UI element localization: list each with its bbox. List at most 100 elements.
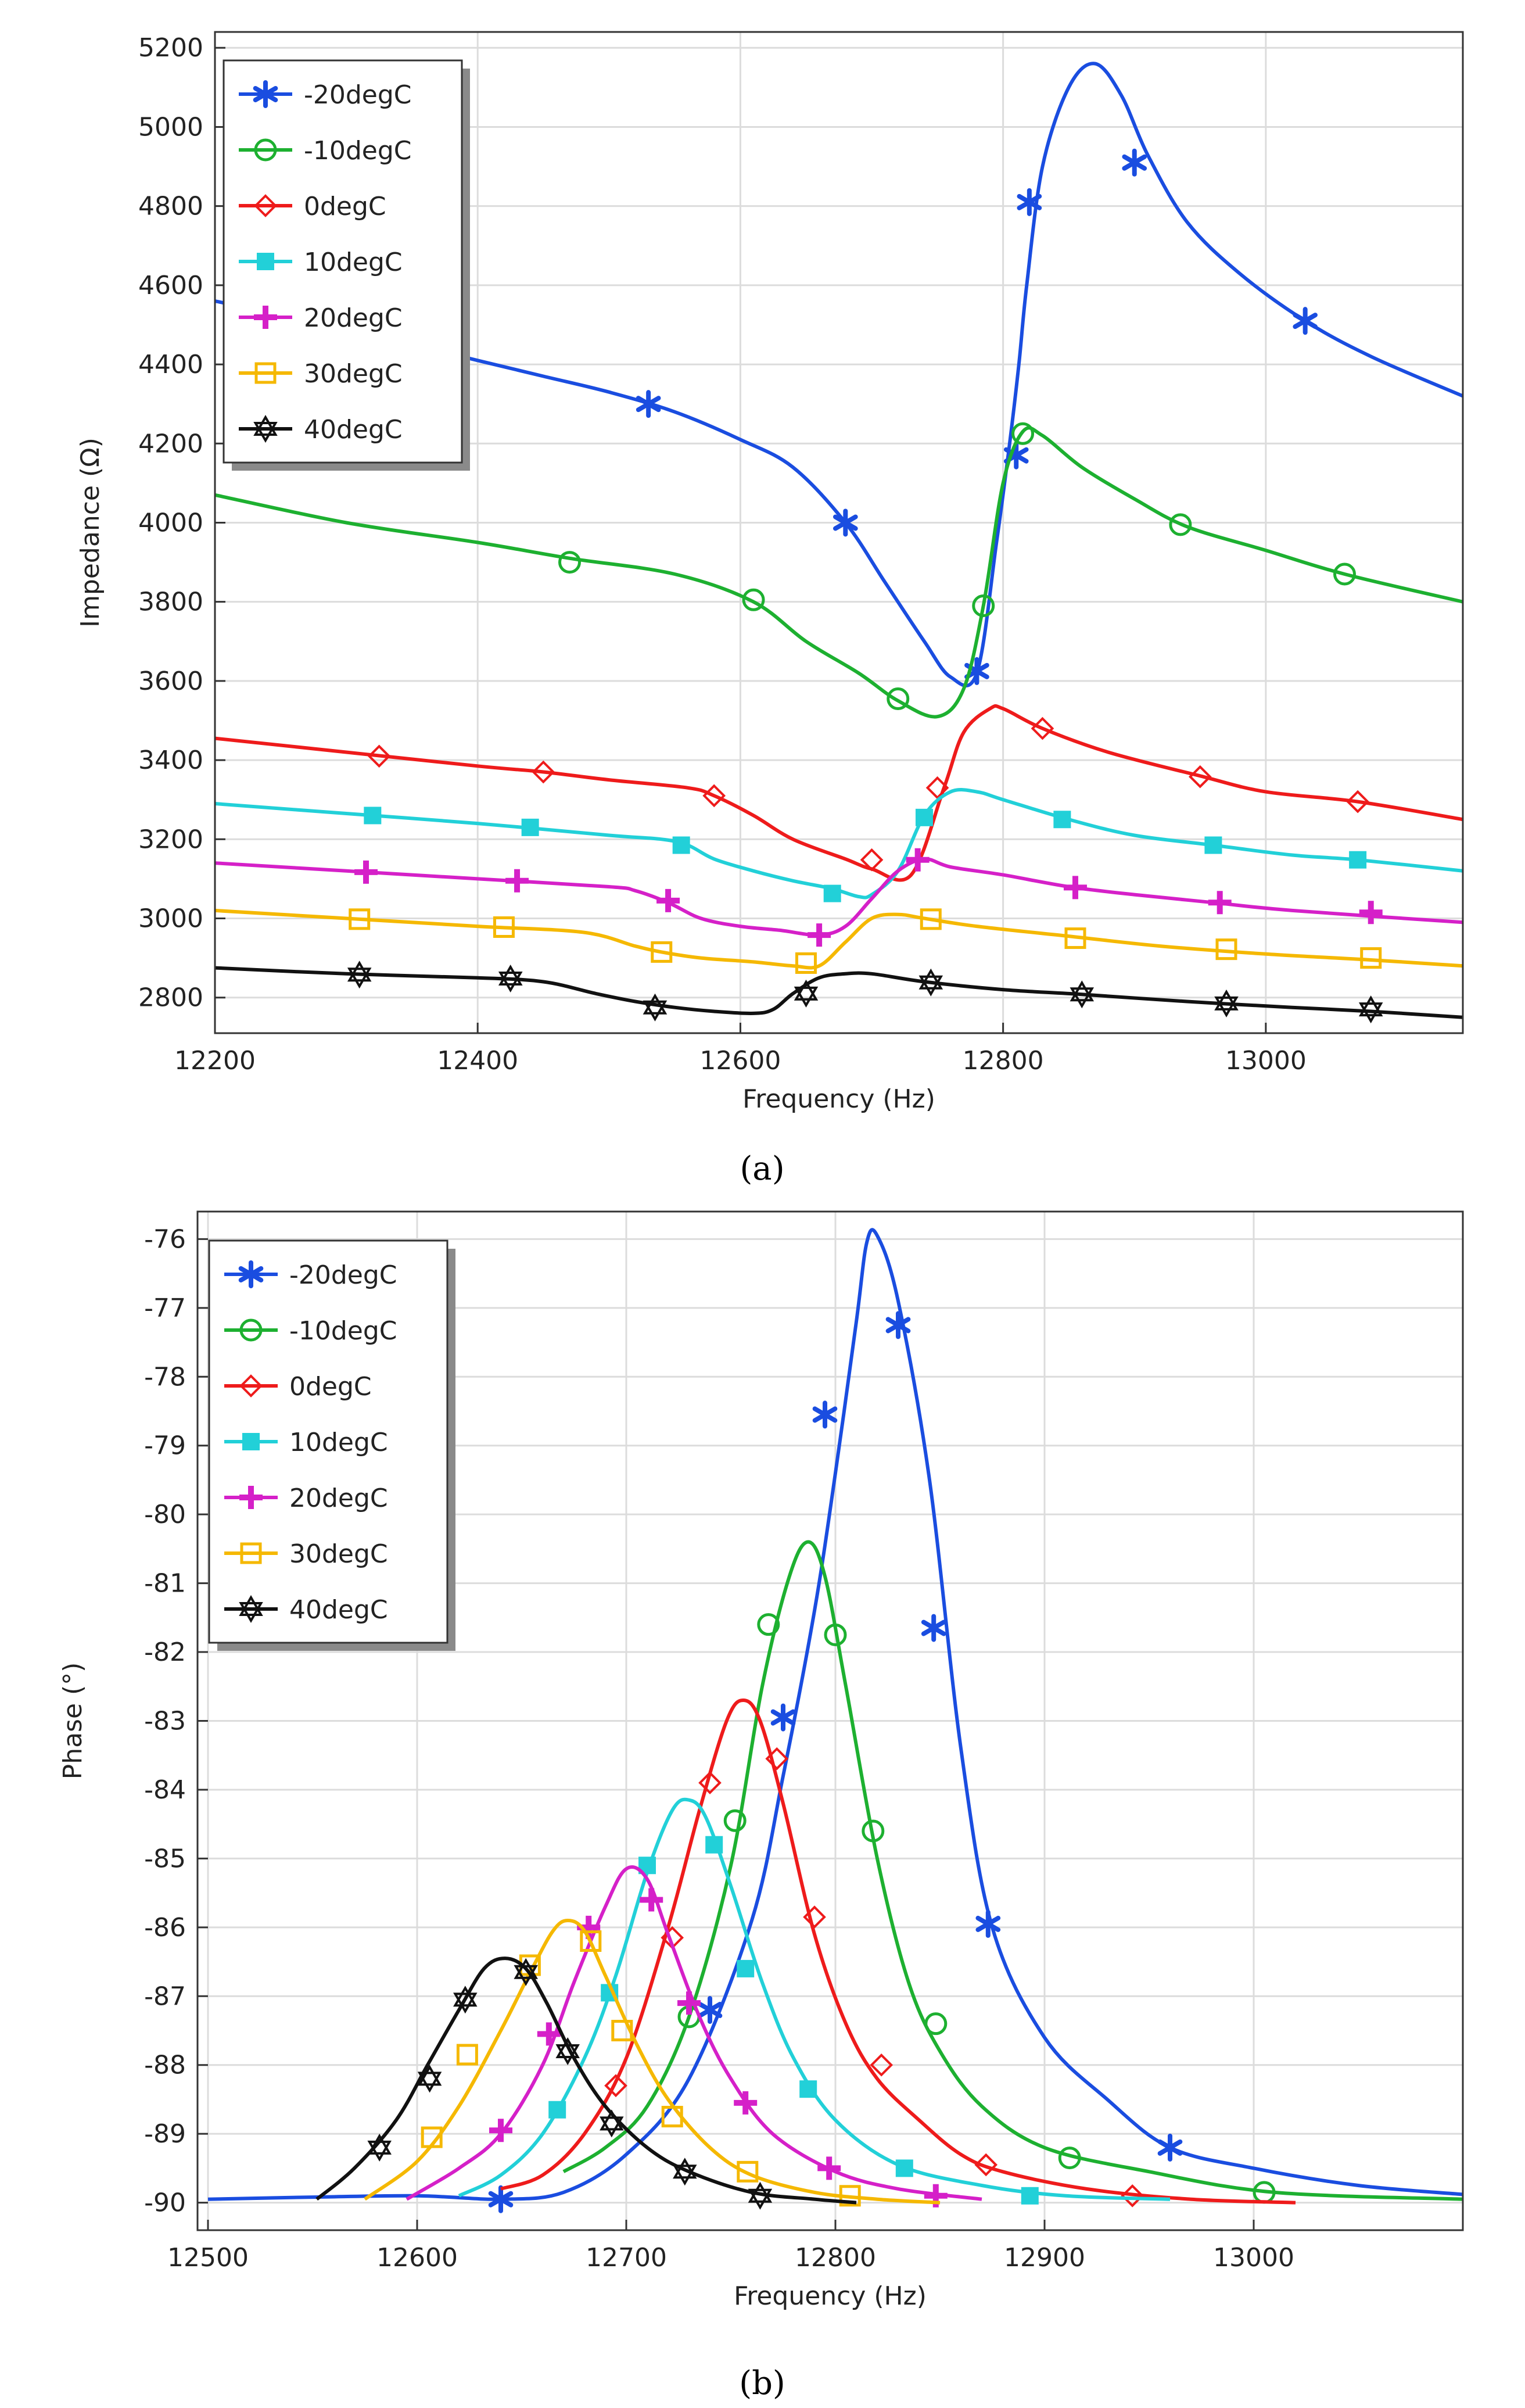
y-tick-label: -89 (144, 2119, 186, 2149)
legend-item-40degC: 40degC (224, 1594, 388, 1625)
legend-marker (253, 414, 278, 443)
caption-a: (a) (740, 1150, 784, 1188)
data-point--10degC (1058, 2147, 1081, 2170)
data-point-0degC (974, 2153, 998, 2177)
data-point-0degC (1121, 2184, 1144, 2208)
x-tick-label: 12800 (795, 2243, 876, 2273)
data-point-30degC (349, 908, 371, 930)
data-point-10degC (521, 818, 539, 836)
data-point-20degC (808, 923, 831, 947)
y-tick-label: -77 (144, 1293, 186, 1323)
data-point-0degC (702, 784, 726, 808)
y-tick-label: -80 (144, 1500, 186, 1529)
data-point-40degC (1070, 980, 1095, 1009)
legend-label: 30degC (304, 359, 403, 389)
legend-marker (239, 1486, 263, 1509)
data-point--20degC (697, 1995, 723, 2024)
y-tick-label: -81 (144, 1569, 186, 1599)
data-point-20degC (537, 2022, 561, 2046)
data-point--20degC (812, 1400, 838, 1429)
y-tick-label: -82 (144, 1637, 186, 1667)
legend-marker (242, 1433, 260, 1450)
data-point-40degC (367, 2133, 392, 2162)
x-tick-label: 12600 (699, 1046, 781, 1076)
data-point-10degC (548, 2101, 566, 2119)
legend-marker (253, 80, 278, 108)
y-tick-label: -85 (144, 1844, 186, 1873)
data-point-40degC (498, 965, 523, 992)
y-tick-label: -87 (144, 1981, 186, 2011)
x-tick-label: 12800 (963, 1046, 1044, 1076)
data-point-30degC (1064, 927, 1086, 949)
data-point-30degC (1215, 938, 1237, 961)
x-axis-label: Frequency (Hz) (742, 1084, 935, 1114)
legend-label: 20degC (304, 303, 403, 333)
y-tick-label: 5200 (138, 33, 203, 63)
data-point-20degC (489, 2119, 512, 2142)
data-point-20degC (656, 888, 680, 912)
y-tick-label: -83 (144, 1707, 186, 1736)
plot-series (207, 1228, 1463, 2213)
legend-item-0degC: 0degC (239, 192, 386, 221)
data-point-30degC (839, 2185, 861, 2207)
data-point-40degC (417, 2065, 442, 2093)
data-point-20degC (1359, 901, 1383, 924)
plot-series (215, 62, 1463, 1024)
data-point-30degC (456, 2044, 478, 2066)
data-point-30degC (737, 2160, 759, 2183)
legend-item--20degC: -20degC (224, 1260, 397, 1290)
data-point-40degC (1214, 989, 1239, 1017)
data-point-40degC (555, 2037, 580, 2066)
data-point-40degC (748, 2181, 773, 2210)
y-tick-label: 3600 (138, 666, 203, 696)
legend-item-40degC: 40degC (239, 414, 403, 445)
legend-marker (239, 1594, 263, 1624)
legend-marker (254, 306, 277, 329)
legend-item-0degC: 0degC (224, 1372, 372, 1402)
legend-marker (239, 1318, 263, 1342)
x-tick-label: 12700 (586, 2243, 667, 2273)
data-point-0degC (860, 848, 884, 872)
data-point-20degC (817, 2156, 841, 2180)
y-tick-label: 3400 (138, 746, 203, 775)
data-point-10degC (672, 836, 690, 854)
legend-label: 10degC (289, 1428, 388, 1457)
data-point-20degC (1208, 891, 1232, 915)
data-point-30degC (920, 908, 942, 930)
y-tick-label: 4600 (138, 271, 203, 300)
legend-item--10degC: -10degC (224, 1316, 397, 1346)
y-tick-label: -86 (144, 1913, 186, 1943)
data-point-10degC (1349, 851, 1367, 869)
legend-label: 10degC (304, 248, 403, 277)
y-tick-label: 4400 (138, 350, 203, 379)
y-tick-label: -84 (144, 1775, 186, 1805)
y-tick-label: -78 (144, 1362, 186, 1392)
data-point-0degC (765, 1747, 789, 1771)
data-point-10degC (737, 1959, 755, 1977)
data-point-40degC (600, 2109, 624, 2138)
data-point-30degC (651, 941, 673, 963)
data-point-20degC (354, 860, 378, 884)
y-tick-label: 4000 (138, 508, 203, 538)
caption-b: (b) (739, 2364, 785, 2402)
legend-item-30degC: 30degC (224, 1539, 388, 1569)
data-point--10degC (972, 594, 995, 617)
data-point-10degC (823, 884, 841, 902)
data-point--20degC (1122, 148, 1147, 177)
legend-label: -10degC (289, 1316, 397, 1346)
data-point-0degC (925, 776, 949, 800)
series-line-30degC (364, 1919, 941, 2205)
y-tick-label: 3000 (138, 904, 203, 934)
data-point-20degC (677, 1991, 701, 2015)
data-point-40degC (643, 993, 668, 1022)
y-tick-label: 4800 (138, 192, 203, 221)
data-point-20degC (734, 2091, 758, 2115)
legend-item-10degC: 10degC (224, 1428, 388, 1457)
legend-item-30degC: 30degC (239, 359, 403, 389)
data-point-40degC (347, 961, 372, 989)
legend-marker (239, 1374, 263, 1397)
legend-label: 0degC (304, 192, 386, 221)
data-point--10degC (862, 1819, 885, 1843)
series-line--10degC (562, 1540, 1463, 2201)
data-point-10degC (364, 807, 382, 825)
